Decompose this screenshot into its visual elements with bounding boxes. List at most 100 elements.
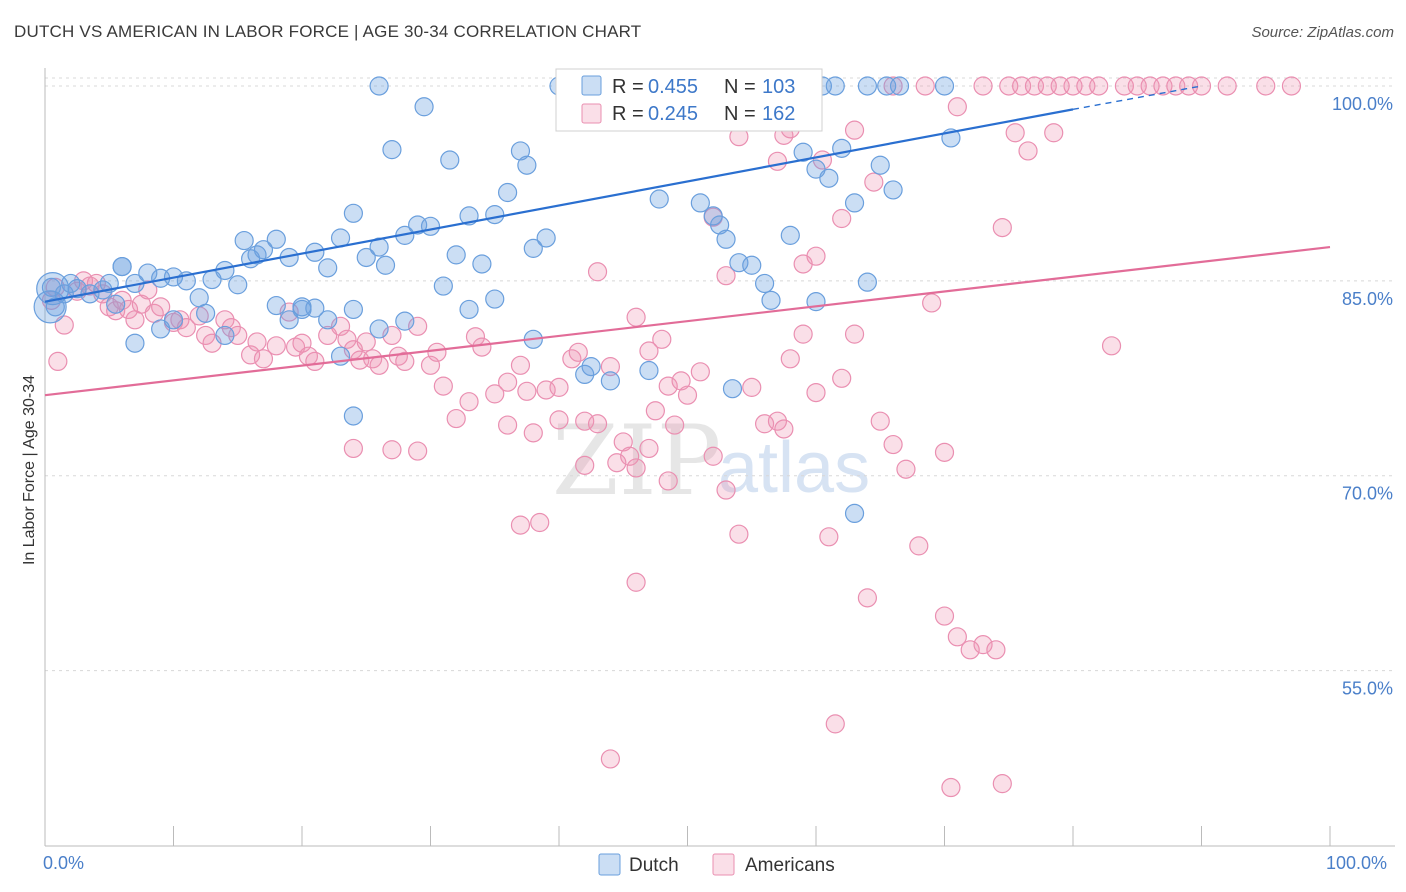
american-point	[600, 749, 621, 769]
american-point	[626, 572, 646, 592]
american-point	[369, 355, 389, 375]
american-point	[690, 362, 710, 382]
dutch-point	[343, 203, 363, 223]
american-point	[716, 480, 736, 500]
american-point	[433, 376, 453, 396]
american-point	[498, 415, 518, 435]
dutch-point	[485, 205, 505, 225]
american-point	[857, 588, 878, 608]
american-point	[883, 76, 903, 96]
watermark-zip: ZIP	[552, 405, 721, 517]
chart-title: DUTCH VS AMERICAN IN LABOR FORCE | AGE 3…	[14, 22, 642, 41]
dutch-point	[420, 216, 441, 236]
dutch-point	[575, 364, 595, 384]
dutch-point	[742, 255, 762, 275]
y-tick-label: 70.0%	[1342, 484, 1393, 504]
americans-bottom-label: Americans	[745, 855, 835, 876]
dutch-point	[266, 295, 286, 316]
american-point	[305, 351, 325, 372]
dutch-point	[106, 294, 126, 314]
american-point	[729, 524, 749, 544]
american-point	[658, 376, 678, 396]
dutch-point	[510, 141, 531, 161]
american-point	[530, 512, 550, 533]
dutch-point	[279, 310, 299, 330]
american-point	[645, 401, 665, 421]
american-point	[806, 246, 826, 266]
dutch-point	[196, 303, 216, 323]
american-point	[408, 441, 428, 461]
american-point	[215, 310, 235, 330]
dutch-point	[844, 503, 865, 524]
american-point	[337, 329, 357, 349]
dutch-point	[61, 273, 81, 294]
american-point	[986, 640, 1006, 660]
dutch-point	[382, 140, 402, 160]
american-r-value: 0.245	[648, 103, 698, 125]
american-point	[1044, 123, 1064, 143]
american-point	[517, 381, 537, 401]
american-point	[510, 515, 531, 535]
dutch-point	[793, 142, 813, 162]
dutch-bottom-swatch	[598, 853, 621, 876]
american-point	[767, 411, 788, 431]
dutch-point	[343, 299, 363, 320]
american-point	[864, 172, 884, 192]
american-point	[196, 325, 216, 346]
gridlines	[45, 77, 1395, 672]
american-point	[446, 408, 466, 429]
dutch-point	[690, 193, 710, 213]
dutch-point	[253, 240, 274, 260]
dutch-point	[446, 245, 466, 265]
dutch-point	[414, 97, 434, 117]
american-point	[395, 351, 415, 372]
dutch-point	[536, 228, 556, 248]
american-point	[742, 377, 762, 397]
american-n-value: 162	[762, 103, 795, 125]
american-point	[1281, 76, 1302, 96]
american-legend-swatch	[581, 103, 602, 124]
american-point	[587, 414, 608, 434]
american-point	[382, 440, 402, 460]
american-point	[253, 349, 274, 369]
dutch-point	[780, 225, 800, 245]
american-point	[844, 324, 865, 344]
american-point	[510, 355, 531, 375]
american-point	[992, 217, 1012, 238]
dutch-point	[934, 76, 955, 96]
american-point	[485, 384, 505, 404]
american-point	[607, 453, 627, 473]
american-point	[774, 419, 794, 439]
y-tick-label: 55.0%	[1342, 679, 1393, 699]
dutch-point	[883, 180, 903, 200]
american-point	[587, 262, 608, 282]
dutch-point	[356, 247, 376, 268]
axes	[44, 68, 1395, 847]
y-tick-label: 100.0%	[1332, 94, 1393, 114]
american-point	[716, 266, 736, 286]
american-point	[703, 446, 723, 466]
american-point	[118, 299, 139, 320]
american-point	[48, 351, 68, 372]
american-point	[677, 385, 698, 405]
dutch-point	[112, 256, 132, 277]
dutch-point	[45, 297, 65, 317]
dutch-point	[440, 150, 460, 170]
dutch-point	[857, 272, 878, 292]
dutch-point	[215, 325, 235, 346]
dutch-point	[163, 310, 184, 330]
dutch-point	[870, 155, 890, 175]
dutch-point	[819, 168, 839, 188]
american-point	[922, 293, 942, 313]
american-point	[780, 349, 800, 369]
dutch-point	[395, 311, 415, 331]
dutch-bottom-label: Dutch	[629, 855, 679, 876]
stats-legend-box	[555, 68, 823, 132]
dutch-point	[266, 229, 286, 249]
dutch-point	[472, 254, 492, 274]
american-n-label: N =	[724, 103, 756, 125]
american-point	[151, 297, 171, 317]
source-credit: Source: ZipAtlas.com	[1251, 24, 1394, 41]
american-point	[427, 342, 447, 362]
